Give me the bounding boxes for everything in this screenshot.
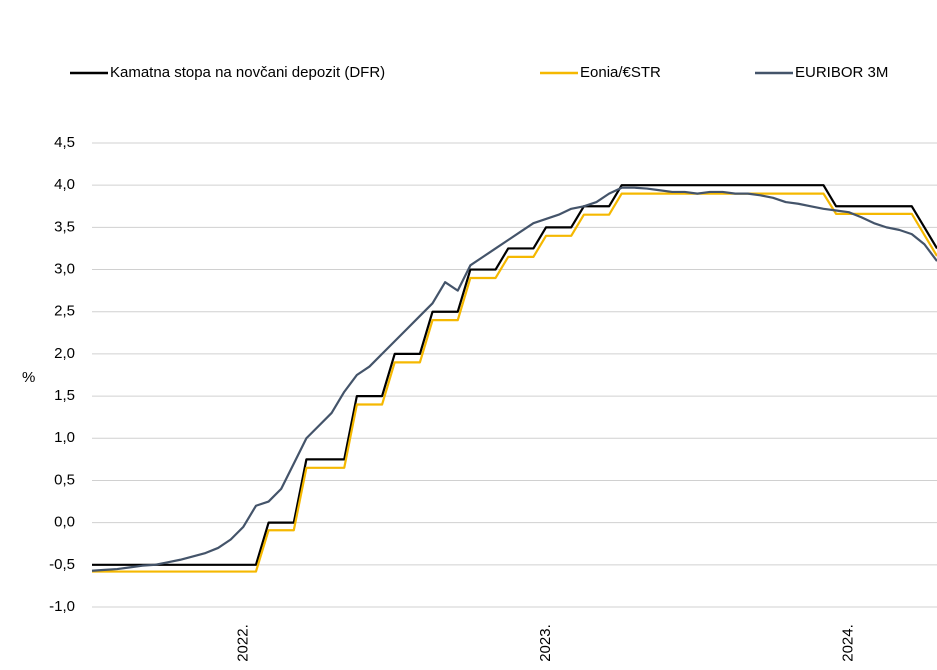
- y-tick-label: 1,5: [54, 387, 75, 404]
- y-tick-label: 3,5: [54, 218, 75, 235]
- y-tick-label: 0,5: [54, 471, 75, 488]
- y-axis-label: %: [22, 369, 35, 386]
- y-tick-label: 2,5: [54, 303, 75, 320]
- y-tick-label: 4,5: [54, 134, 75, 151]
- y-tick-label: 4,0: [54, 176, 75, 193]
- y-tick-label: -1,0: [49, 598, 75, 615]
- x-tick-label: 2024.: [840, 624, 857, 662]
- x-tick-label: 2022.: [234, 624, 251, 662]
- y-tick-label: 3,0: [54, 261, 75, 278]
- y-tick-label: 0,0: [54, 514, 75, 531]
- series-line: [92, 184, 937, 566]
- legend-label: Eonia/€STR: [580, 64, 661, 81]
- series-line: [91, 186, 937, 572]
- x-tick-label: 2023.: [537, 624, 554, 662]
- series-line: [92, 192, 937, 573]
- legend-label: EURIBOR 3M: [795, 64, 888, 81]
- y-tick-label: 2,0: [54, 345, 75, 362]
- y-tick-label: 1,0: [54, 429, 75, 446]
- y-tick-label: -0,5: [49, 556, 75, 573]
- legend-label: Kamatna stopa na novčani depozit (DFR): [110, 64, 385, 81]
